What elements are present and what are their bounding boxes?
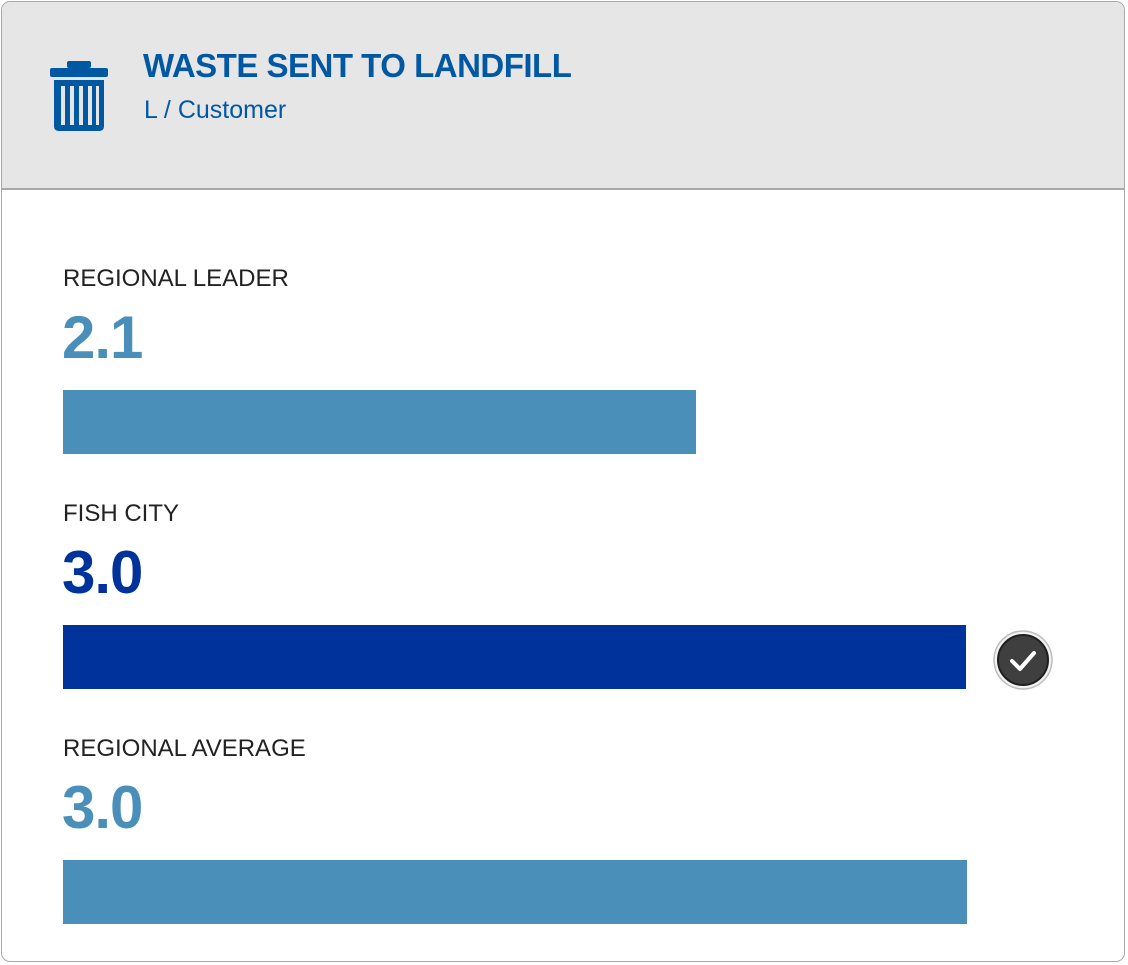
trash-can-icon <box>50 61 108 131</box>
card-subtitle: L / Customer <box>144 96 287 124</box>
card-header: WASTE SENT TO LANDFILL L / Customer <box>2 2 1124 190</box>
card-title: WASTE SENT TO LANDFILL <box>143 47 572 84</box>
category-label-regional-average: REGIONAL AVERAGE <box>63 735 306 762</box>
category-label-regional-leader: REGIONAL LEADER <box>63 265 289 292</box>
category-label-fish-city: FISH CITY <box>63 500 180 527</box>
bar-fish-city <box>63 625 966 689</box>
value-label-regional-average: 3.0 <box>62 774 143 841</box>
value-label-fish-city: 3.0 <box>62 539 143 606</box>
bar-regional-average <box>63 860 967 924</box>
value-label-regional-leader: 2.1 <box>62 304 143 371</box>
check-circle-icon <box>993 630 1053 690</box>
bar-regional-leader <box>63 390 696 454</box>
